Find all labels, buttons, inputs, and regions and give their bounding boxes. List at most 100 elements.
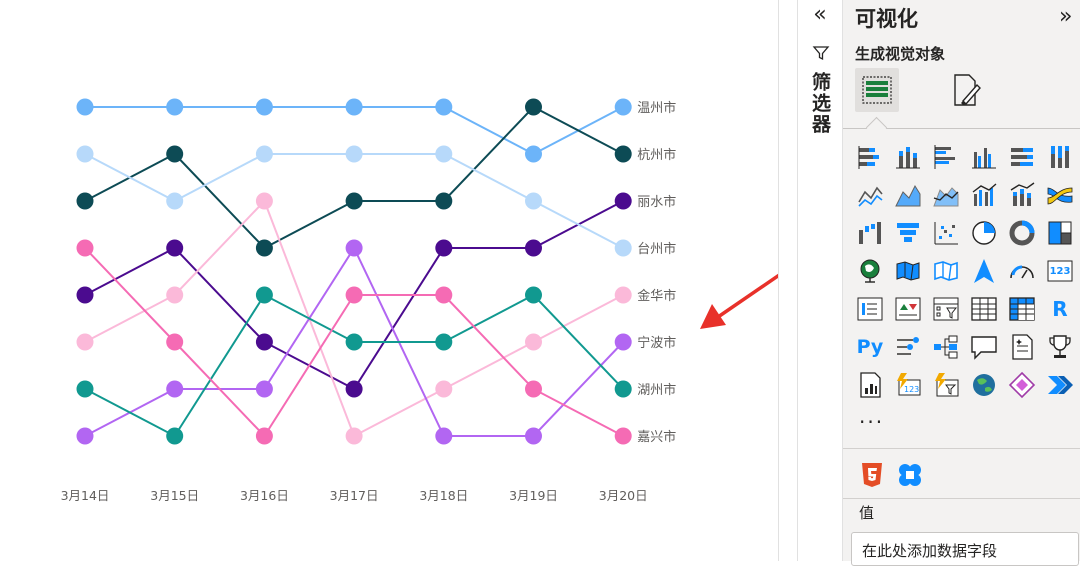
gallery-divider (843, 448, 1080, 449)
add-data-field-placeholder: 在此处添加数据字段 (862, 542, 998, 560)
data-point (76, 427, 94, 445)
expand-pane-icon[interactable]: » (1059, 4, 1073, 29)
data-point (345, 427, 363, 445)
series-label: 金华市 (637, 288, 676, 304)
x-tick-label: 3月18日 (419, 488, 468, 503)
stacked-column-chart-icon[interactable] (893, 142, 923, 172)
series-label: 杭州市 (637, 147, 676, 163)
filters-label[interactable]: 筛选器 (809, 72, 831, 135)
tab-indicator (865, 116, 888, 139)
data-point (525, 286, 542, 304)
card-icon[interactable]: 123 (1045, 256, 1075, 286)
x-tick-label: 3月17日 (330, 488, 379, 503)
end-point (614, 286, 632, 304)
series-label: 宁波市 (637, 335, 676, 351)
data-point (345, 192, 363, 210)
ribbon-chart-icon[interactable] (1045, 180, 1075, 210)
html5-visual-icon[interactable] (857, 460, 887, 490)
values-well-label: 值 (859, 504, 875, 522)
r-visual-icon[interactable]: R (1052, 297, 1068, 321)
waterfall-chart-icon[interactable] (855, 218, 885, 248)
data-point (76, 192, 94, 210)
power-apps-icon[interactable] (1007, 370, 1037, 400)
treemap-icon[interactable] (1045, 218, 1075, 248)
series-label: 丽水市 (637, 194, 676, 210)
stacked-area-chart-icon[interactable] (931, 180, 961, 210)
line-clustered-column-chart-icon[interactable] (969, 180, 999, 210)
data-point (166, 380, 184, 398)
end-point (614, 239, 632, 257)
table-icon[interactable] (969, 294, 999, 324)
data-point (76, 239, 94, 257)
donut-chart-icon[interactable] (1007, 218, 1037, 248)
data-point (255, 239, 273, 257)
x-tick-label: 3月19日 (509, 488, 558, 503)
end-point (614, 145, 632, 163)
end-point (614, 333, 632, 351)
area-chart-icon[interactable] (893, 180, 923, 210)
series-label: 温州市 (637, 100, 676, 116)
build-visual-tab[interactable] (855, 68, 899, 112)
annotation-arrow-shaft (716, 273, 778, 319)
100-stacked-column-chart-icon[interactable] (1045, 142, 1075, 172)
build-visual-label: 生成视觉对象 (855, 45, 946, 63)
matrix-icon[interactable] (1007, 294, 1037, 324)
pane-title: 可视化 (855, 7, 918, 31)
data-point (255, 333, 273, 351)
clustered-column-chart-icon[interactable] (969, 142, 999, 172)
100-stacked-bar-chart-icon[interactable] (1007, 142, 1037, 172)
report-canvas[interactable]: 温州市 杭州市 丽水市 台州市 金华市 宁波市 湖州市 嘉兴市 3月14日 3月15日 3月16日 3… (0, 0, 778, 561)
x-tick-label: 3月20日 (599, 488, 648, 503)
tab-divider (843, 128, 1080, 129)
end-point (614, 98, 632, 116)
smart-narrative-icon[interactable] (1007, 332, 1037, 362)
shape-map-icon[interactable] (931, 256, 961, 286)
collapse-panes-icon[interactable]: « (813, 2, 827, 27)
filled-map-icon[interactable] (893, 256, 923, 286)
qa-visual-icon[interactable] (969, 332, 999, 362)
custom-visual-icon[interactable] (895, 460, 925, 490)
scatter-chart-icon[interactable] (931, 218, 961, 248)
build-visual-icon (862, 76, 892, 104)
data-point (345, 333, 363, 351)
series-label: 台州市 (637, 241, 676, 257)
x-tick-label: 3月16日 (240, 488, 289, 503)
data-point (255, 145, 273, 163)
power-automate-flow-icon[interactable] (1045, 370, 1075, 400)
map-icon[interactable] (855, 256, 885, 286)
data-point (76, 380, 94, 398)
arcgis-map-icon[interactable] (969, 370, 999, 400)
filters-pane[interactable]: « 筛选器 (797, 0, 843, 561)
data-point (255, 427, 273, 445)
data-point (525, 239, 542, 257)
gauge-icon[interactable] (1007, 256, 1037, 286)
power-automate-icon[interactable] (931, 370, 961, 400)
data-point (255, 192, 273, 210)
azure-map-icon[interactable] (969, 256, 999, 286)
slicer-icon[interactable] (931, 294, 961, 324)
pie-chart-icon[interactable] (969, 218, 999, 248)
stacked-bar-chart-icon[interactable] (855, 142, 885, 172)
data-point (166, 145, 184, 163)
series-label: 嘉兴市 (637, 429, 676, 445)
paginated-report-icon[interactable] (855, 370, 885, 400)
data-point (435, 380, 453, 398)
goals-trophy-icon[interactable] (1045, 332, 1075, 362)
decomposition-tree-icon[interactable] (931, 332, 961, 362)
line-chart-icon[interactable] (855, 180, 885, 210)
python-visual-icon[interactable]: Py (856, 336, 884, 358)
more-visuals-button[interactable]: ··· (859, 410, 885, 434)
line-stacked-column-chart-icon[interactable] (1007, 180, 1037, 210)
data-point (525, 333, 542, 351)
canvas-divider (778, 0, 779, 561)
multi-row-card-icon[interactable] (855, 294, 885, 324)
data-point (345, 286, 363, 304)
clustered-bar-chart-icon[interactable] (931, 142, 961, 172)
annotation-arrow-head (700, 304, 726, 329)
power-apps-card-icon[interactable]: 123 (893, 370, 923, 400)
key-influencers-icon[interactable] (893, 332, 923, 362)
format-visual-tab[interactable] (943, 68, 987, 112)
funnel-chart-icon[interactable] (893, 218, 923, 248)
kpi-icon[interactable] (893, 294, 923, 324)
